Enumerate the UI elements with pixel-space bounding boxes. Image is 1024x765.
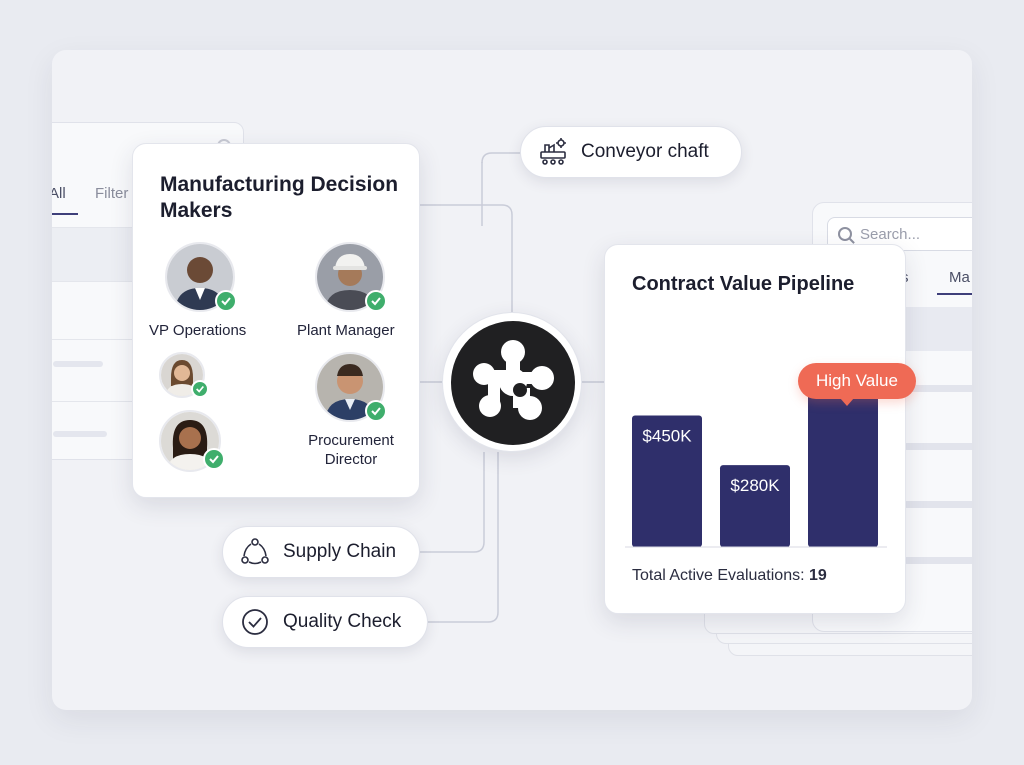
- evaluations-summary: Total Active Evaluations: 19: [632, 567, 827, 585]
- verified-check-icon: [215, 290, 237, 312]
- supply-chain-node[interactable]: Supply Chain: [222, 526, 420, 578]
- search-placeholder: Search...: [860, 225, 921, 243]
- tab-all[interactable]: All: [52, 185, 66, 202]
- check-circle-icon: [242, 609, 268, 635]
- workspace-canvas: All Filter Search... s Ma Manufacturing …: [52, 50, 972, 710]
- card-title: Manufacturing Decision Makers: [160, 173, 399, 222]
- footer-value: 19: [809, 567, 827, 584]
- quality-check-node[interactable]: Quality Check: [222, 596, 428, 648]
- decision-makers-card[interactable]: Manufacturing Decision Makers VP Operati…: [132, 143, 420, 498]
- footer-label: Total Active Evaluations:: [632, 567, 805, 584]
- verified-check-icon: [365, 290, 387, 312]
- factory-gear-icon: [540, 138, 566, 165]
- search-icon: [838, 227, 852, 241]
- cycle-nodes-icon: [241, 538, 269, 565]
- central-hub[interactable]: [442, 312, 582, 452]
- verified-check-icon: [191, 380, 209, 398]
- placeholder-bar: [903, 557, 972, 564]
- placeholder-bar: [903, 443, 972, 450]
- role-label: Procurement Director: [308, 432, 394, 468]
- bar-value-label: $280K: [730, 476, 780, 495]
- molecule-logo-icon: [473, 340, 554, 420]
- avatar: [159, 410, 221, 472]
- node-label: Supply Chain: [283, 541, 397, 562]
- pipeline-bar-chart: $450K$280K$620K: [625, 365, 887, 548]
- verified-check-icon: [365, 400, 387, 422]
- placeholder-bar: [903, 385, 972, 392]
- role-label: VP Operations: [149, 322, 247, 339]
- conveyor-node[interactable]: Conveyor chaft: [520, 126, 742, 178]
- avatar: [159, 352, 205, 398]
- connector-lines: [420, 152, 604, 623]
- placeholder-bar: [903, 501, 972, 508]
- contract-pipeline-card[interactable]: Contract Value Pipeline $450K$280K$620K …: [604, 244, 916, 614]
- placeholder-bar: [53, 431, 107, 437]
- node-label: Conveyor chaft: [581, 141, 709, 162]
- bar-3[interactable]: [808, 365, 878, 547]
- tab-manufacturing[interactable]: Ma: [949, 269, 970, 286]
- card-title: Contract Value Pipeline: [632, 273, 855, 295]
- node-label: Quality Check: [283, 611, 402, 632]
- active-tab-indicator: [52, 213, 78, 215]
- placeholder-bar: [53, 361, 103, 367]
- role-label: Plant Manager: [297, 322, 395, 339]
- bar-value-label: $450K: [642, 426, 692, 445]
- bar-2[interactable]: [720, 465, 790, 547]
- bar-1[interactable]: [632, 415, 702, 547]
- verified-check-icon: [203, 448, 225, 470]
- active-tab-indicator: [937, 293, 972, 295]
- high-value-badge: High Value: [798, 363, 916, 406]
- tab-filter[interactable]: Filter: [95, 185, 129, 202]
